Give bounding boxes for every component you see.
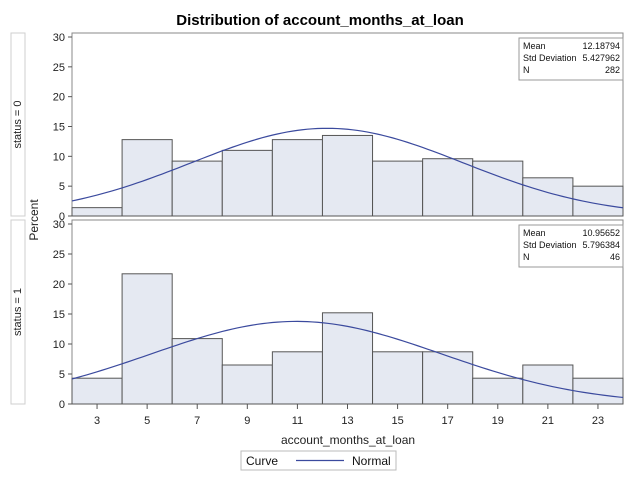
histogram-bar [422, 158, 474, 217]
strip-label: status = 0 [12, 100, 24, 148]
stats-name: N [523, 252, 530, 262]
y-tick-label: 0 [59, 211, 65, 223]
stats-name: Std Deviation [523, 53, 577, 63]
y-tick-label: 20 [53, 92, 65, 104]
strip-label-box [10, 219, 26, 405]
legend-title: Curve [246, 454, 278, 468]
histogram-bar [221, 364, 273, 405]
stats-inset-box [518, 224, 624, 268]
normal-curve [71, 320, 624, 399]
y-tick-label: 15 [53, 122, 65, 134]
y-tick-label: 10 [53, 339, 65, 351]
x-tick-label: 17 [442, 415, 454, 427]
histogram-bar [271, 139, 323, 217]
x-tick-label: 13 [341, 415, 353, 427]
histogram-bar [321, 134, 374, 217]
stats-value: 5.427962 [582, 53, 620, 63]
histogram-bar [221, 149, 273, 217]
y-tick-label: 10 [53, 151, 65, 163]
histogram-bar [271, 351, 323, 405]
stats-value: 12.18794 [582, 41, 620, 51]
strip-label: status = 1 [12, 288, 24, 336]
stats-name: Mean [523, 41, 546, 51]
histogram-bar [422, 351, 474, 405]
normal-curve [71, 127, 624, 209]
legend: Curve Normal [240, 450, 397, 471]
x-axis-label: account_months_at_loan [281, 433, 415, 447]
stats-value: 282 [605, 65, 620, 75]
y-tick-label: 25 [53, 62, 65, 74]
y-tick-label: 5 [59, 369, 65, 381]
stats-name: N [523, 65, 530, 75]
strip-label-box [10, 32, 26, 217]
histogram-bar [572, 377, 624, 405]
y-tick-label: 30 [53, 32, 65, 44]
x-tick-label: 19 [492, 415, 504, 427]
stats-name: Mean [523, 228, 546, 238]
panel-1: status = 0 0 5 10 15 20 25 30 Mean 12.18794 Std De… [10, 32, 624, 223]
x-tick-label: 5 [144, 415, 150, 427]
chart-title: Distribution of account_months_at_loan [176, 12, 464, 29]
stats-value: 5.796384 [582, 240, 620, 250]
stats-value: 10.95652 [582, 228, 620, 238]
x-axis: 3 5 7 9 11 13 15 17 19 21 23 [94, 404, 604, 427]
histogram-bar [121, 139, 173, 217]
x-tick-label: 23 [592, 415, 604, 427]
x-tick-label: 11 [292, 415, 303, 427]
y-tick-label: 30 [53, 219, 65, 231]
histogram-bar [171, 338, 223, 405]
x-tick-label: 3 [94, 415, 100, 427]
histogram-bar [372, 160, 424, 217]
y-axis-label: Percent [27, 199, 41, 241]
x-tick-label: 15 [391, 415, 403, 427]
x-tick-label: 21 [542, 415, 554, 427]
stats-value: 46 [610, 252, 620, 262]
y-tick-label: 5 [59, 181, 65, 193]
histogram-bar [71, 377, 123, 405]
y-tick-label: 0 [59, 399, 65, 411]
y-tick-label: 15 [53, 309, 65, 321]
x-tick-label: 9 [244, 415, 250, 427]
y-tick-label: 25 [53, 249, 65, 261]
histogram-bar [522, 364, 574, 405]
histogram-bar [321, 312, 374, 405]
histogram-bar [372, 351, 424, 405]
histogram-bar [171, 160, 223, 217]
histogram-bar [121, 273, 173, 405]
stats-name: Std Deviation [523, 240, 577, 250]
panels-group: status = 0 0 5 10 15 20 25 30 Mean 12.18794 Std De… [10, 32, 624, 411]
legend-label-normal: Normal [352, 454, 391, 468]
stats-inset-box [518, 37, 624, 81]
histogram-bar [472, 377, 524, 405]
histogram-bar [71, 207, 123, 217]
panel-2: status = 1 0 5 10 15 20 25 30 Mean 10.95652 Std De… [10, 219, 624, 411]
y-tick-label: 20 [53, 279, 65, 291]
x-tick-label: 7 [194, 415, 200, 427]
